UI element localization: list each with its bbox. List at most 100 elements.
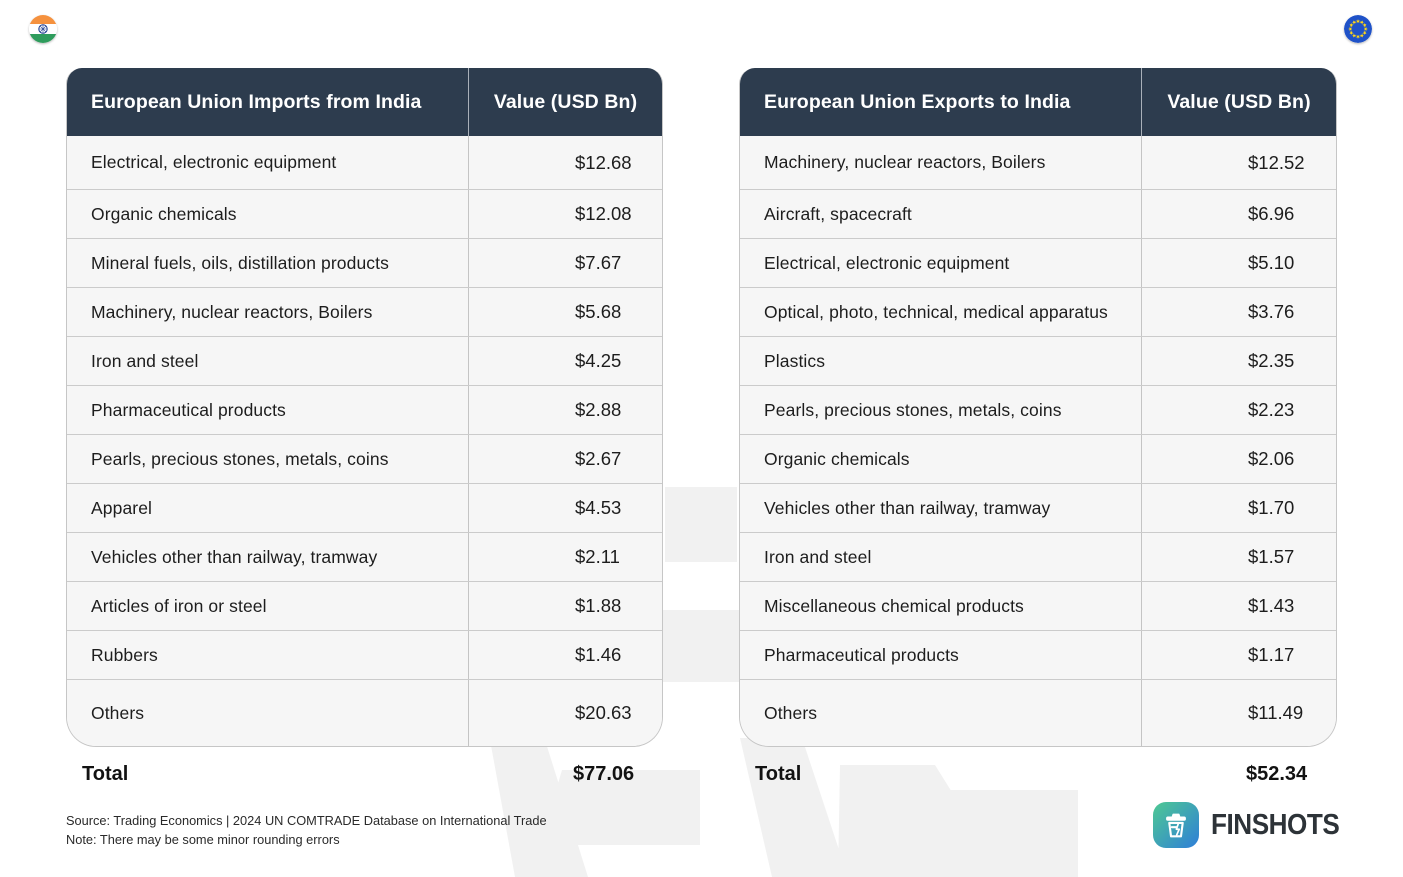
table-row: Machinery, nuclear reactors, Boilers $5.6… bbox=[67, 287, 662, 336]
imports-total-label: Total bbox=[82, 762, 129, 785]
row-value: $5.68 bbox=[468, 288, 662, 336]
eu-flag-icon bbox=[1344, 15, 1372, 43]
row-label: Mineral fuels, oils, distillation produc… bbox=[91, 252, 389, 273]
row-label: Machinery, nuclear reactors, Boilers bbox=[91, 301, 373, 322]
row-value: $2.67 bbox=[468, 435, 662, 483]
row-label: Aircraft, spacecraft bbox=[764, 203, 912, 224]
table-row: Miscellaneous chemical products $1.43 bbox=[740, 581, 1336, 630]
exports-value-header: Value (USD Bn) bbox=[1141, 68, 1336, 136]
row-value: $12.52 bbox=[1141, 136, 1336, 189]
finshots-wordmark: FINSHOTS bbox=[1211, 808, 1340, 841]
row-label: Apparel bbox=[91, 497, 153, 518]
row-value: $3.76 bbox=[1141, 288, 1336, 336]
imports-total-value: $77.06 bbox=[573, 762, 635, 785]
table-row: Rubbers $1.46 bbox=[67, 630, 662, 679]
row-value: $2.88 bbox=[468, 386, 662, 434]
row-label: Others bbox=[91, 702, 145, 723]
imports-table: European Union Imports from India Value … bbox=[66, 68, 663, 788]
table-row: Pearls, precious stones, metals, coins $2… bbox=[740, 385, 1336, 434]
row-value: $1.43 bbox=[1141, 582, 1336, 630]
exports-total-label: Total bbox=[755, 762, 802, 785]
exports-table: European Union Exports to India Value (U… bbox=[739, 68, 1337, 788]
row-label: Pharmaceutical products bbox=[764, 644, 959, 665]
table-row: Articles of iron or steel $1.88 bbox=[67, 581, 662, 630]
row-value: $20.63 bbox=[468, 680, 662, 746]
table-row: Iron and steel $1.57 bbox=[740, 532, 1336, 581]
table-row: Mineral fuels, oils, distillation produc… bbox=[67, 238, 662, 287]
row-label: Pearls, precious stones, metals, coins bbox=[764, 399, 1062, 420]
india-flag-icon bbox=[29, 15, 57, 43]
row-label: Pharmaceutical products bbox=[91, 399, 286, 420]
row-label: Optical, photo, technical, medical appar… bbox=[764, 301, 1108, 322]
row-label: Pearls, precious stones, metals, coins bbox=[91, 448, 389, 469]
table-row: Optical, photo, technical, medical appar… bbox=[740, 287, 1336, 336]
row-value: $2.06 bbox=[1141, 435, 1336, 483]
india-flag-saffron-stripe bbox=[29, 15, 57, 25]
row-label: Articles of iron or steel bbox=[91, 595, 267, 616]
exports-table-title: European Union Exports to India bbox=[764, 90, 1071, 113]
row-value: $4.53 bbox=[468, 484, 662, 532]
row-value: $2.23 bbox=[1141, 386, 1336, 434]
row-value: $11.49 bbox=[1141, 680, 1336, 746]
table-row: Organic chemicals $12.08 bbox=[67, 189, 662, 238]
table-row: Electrical, electronic equipment $12.68 bbox=[67, 136, 662, 189]
source-note: Source: Trading Economics | 2024 UN COMT… bbox=[66, 813, 547, 828]
row-label: Vehicles other than railway, tramway bbox=[764, 497, 1051, 518]
imports-table-body: Electrical, electronic equipment $12.68 Or… bbox=[67, 136, 662, 746]
row-value: $12.68 bbox=[468, 136, 662, 189]
table-row: Pharmaceutical products $2.88 bbox=[67, 385, 662, 434]
table-row: Iron and steel $4.25 bbox=[67, 336, 662, 385]
row-value: $1.88 bbox=[468, 582, 662, 630]
exports-table-body: Machinery, nuclear reactors, Boilers $12.… bbox=[740, 136, 1336, 746]
row-value: $1.57 bbox=[1141, 533, 1336, 581]
rounding-note: Note: There may be some minor rounding e… bbox=[66, 832, 340, 847]
row-value: $6.96 bbox=[1141, 190, 1336, 238]
finshots-cup-icon bbox=[1153, 802, 1199, 848]
row-label: Iron and steel bbox=[764, 546, 872, 567]
row-label: Vehicles other than railway, tramway bbox=[91, 546, 378, 567]
row-label: Miscellaneous chemical products bbox=[764, 595, 1024, 616]
imports-table-header: European Union Imports from India Value … bbox=[67, 68, 662, 136]
india-flag-green-stripe bbox=[29, 33, 57, 43]
row-label: Iron and steel bbox=[91, 350, 199, 371]
table-row: Electrical, electronic equipment $5.10 bbox=[740, 238, 1336, 287]
row-value: $2.35 bbox=[1141, 337, 1336, 385]
row-value: $7.67 bbox=[468, 239, 662, 287]
row-value: $1.17 bbox=[1141, 631, 1336, 679]
row-label: Electrical, electronic equipment bbox=[764, 252, 1010, 273]
exports-table-header: European Union Exports to India Value (U… bbox=[740, 68, 1336, 136]
exports-total-value: $52.34 bbox=[1246, 762, 1308, 785]
table-row: Pearls, precious stones, metals, coins $2… bbox=[67, 434, 662, 483]
row-label: Others bbox=[764, 702, 818, 723]
imports-value-header: Value (USD Bn) bbox=[468, 68, 662, 136]
table-row: Others $20.63 bbox=[67, 679, 662, 746]
exports-total-row: Total $52.34 bbox=[739, 760, 1337, 788]
imports-total-row: Total $77.06 bbox=[66, 760, 663, 788]
row-value: $4.25 bbox=[468, 337, 662, 385]
row-label: Machinery, nuclear reactors, Boilers bbox=[764, 152, 1046, 172]
exports-table-card: European Union Exports to India Value (U… bbox=[739, 68, 1337, 747]
table-row: Machinery, nuclear reactors, Boilers $12.… bbox=[740, 136, 1336, 189]
row-value: $1.46 bbox=[468, 631, 662, 679]
row-label: Electrical, electronic equipment bbox=[91, 152, 337, 172]
row-value: $12.08 bbox=[468, 190, 662, 238]
imports-table-title: European Union Imports from India bbox=[91, 90, 422, 113]
table-row: Plastics $2.35 bbox=[740, 336, 1336, 385]
row-value: $1.70 bbox=[1141, 484, 1336, 532]
footer-notes: Source: Trading Economics | 2024 UN COMT… bbox=[66, 811, 547, 849]
row-label: Rubbers bbox=[91, 644, 158, 665]
table-row: Apparel $4.53 bbox=[67, 483, 662, 532]
finshots-logo: FINSHOTS bbox=[1153, 802, 1354, 848]
table-row: Organic chemicals $2.06 bbox=[740, 434, 1336, 483]
table-row: Vehicles other than railway, tramway $1.7… bbox=[740, 483, 1336, 532]
imports-table-card: European Union Imports from India Value … bbox=[66, 68, 663, 747]
row-label: Organic chemicals bbox=[91, 203, 237, 224]
table-row: Vehicles other than railway, tramway $2.1… bbox=[67, 532, 662, 581]
row-label: Organic chemicals bbox=[764, 448, 910, 469]
table-row: Pharmaceutical products $1.17 bbox=[740, 630, 1336, 679]
row-label: Plastics bbox=[764, 350, 826, 371]
ashoka-chakra-icon bbox=[38, 24, 48, 34]
row-value: $5.10 bbox=[1141, 239, 1336, 287]
table-row: Aircraft, spacecraft $6.96 bbox=[740, 189, 1336, 238]
